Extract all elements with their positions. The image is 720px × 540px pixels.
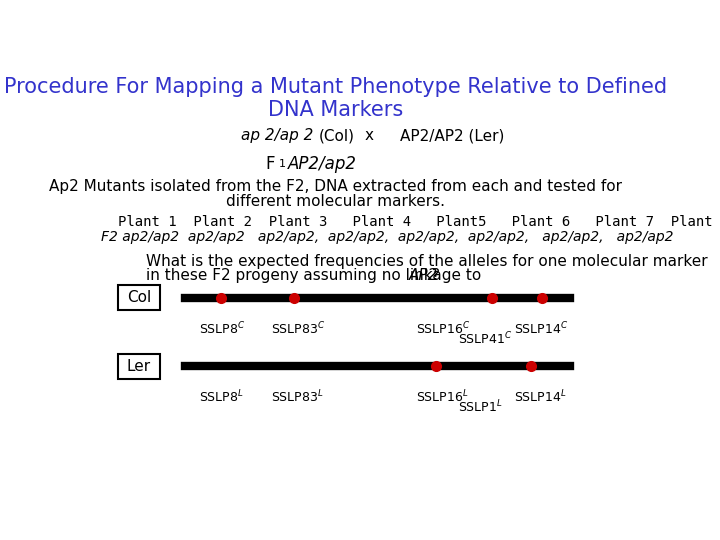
Text: 1: 1 xyxy=(279,159,286,169)
Text: SSLP14$^L$: SSLP14$^L$ xyxy=(514,388,567,405)
Text: DNA Markers: DNA Markers xyxy=(268,100,403,120)
Text: Ap2 Mutants isolated from the F2, DNA extracted from each and tested for: Ap2 Mutants isolated from the F2, DNA ex… xyxy=(49,179,622,194)
Text: AP2/ap2: AP2/ap2 xyxy=(288,156,357,173)
Text: F2 ap2/ap2  ap2/ap2   ap2/ap2,  ap2/ap2,  ap2/ap2,  ap2/ap2,   ap2/ap2,   ap2/ap: F2 ap2/ap2 ap2/ap2 ap2/ap2, ap2/ap2, ap2… xyxy=(101,230,674,244)
Text: SSLP8$^L$: SSLP8$^L$ xyxy=(199,388,243,405)
Text: ?: ? xyxy=(432,268,440,283)
Text: SSLP83$^L$: SSLP83$^L$ xyxy=(271,388,324,405)
Text: Col: Col xyxy=(127,290,151,305)
Text: ap 2/ap 2: ap 2/ap 2 xyxy=(240,128,313,143)
Text: SSLP41$^C$: SSLP41$^C$ xyxy=(459,331,513,348)
Text: AP2/AP2 (Ler): AP2/AP2 (Ler) xyxy=(400,128,504,143)
Text: different molecular markers.: different molecular markers. xyxy=(226,194,445,208)
FancyBboxPatch shape xyxy=(118,354,160,379)
Text: SSLP8$^C$: SSLP8$^C$ xyxy=(199,321,246,337)
Text: SSLP1$^L$: SSLP1$^L$ xyxy=(459,399,503,415)
Text: SSLP83$^C$: SSLP83$^C$ xyxy=(271,321,326,337)
Text: F: F xyxy=(266,156,275,173)
Text: AP2: AP2 xyxy=(409,268,438,283)
FancyBboxPatch shape xyxy=(118,285,160,310)
Text: SSLP16$^C$: SSLP16$^C$ xyxy=(416,321,471,337)
Text: SSLP14$^C$: SSLP14$^C$ xyxy=(514,321,569,337)
Text: (Col): (Col) xyxy=(319,128,355,143)
Text: Plant 1  Plant 2  Plant 3   Plant 4   Plant5   Plant 6   Plant 7  Plant 8: Plant 1 Plant 2 Plant 3 Plant 4 Plant5 P… xyxy=(118,215,720,230)
Text: SSLP16$^L$: SSLP16$^L$ xyxy=(416,388,469,405)
Text: Procedure For Mapping a Mutant Phenotype Relative to Defined: Procedure For Mapping a Mutant Phenotype… xyxy=(4,77,667,97)
Text: x: x xyxy=(364,128,374,143)
Text: What is the expected frequencies of the alleles for one molecular marker: What is the expected frequencies of the … xyxy=(145,254,708,269)
Text: in these F2 progeny assuming no linkage to: in these F2 progeny assuming no linkage … xyxy=(145,268,486,283)
Text: Ler: Ler xyxy=(127,359,151,374)
